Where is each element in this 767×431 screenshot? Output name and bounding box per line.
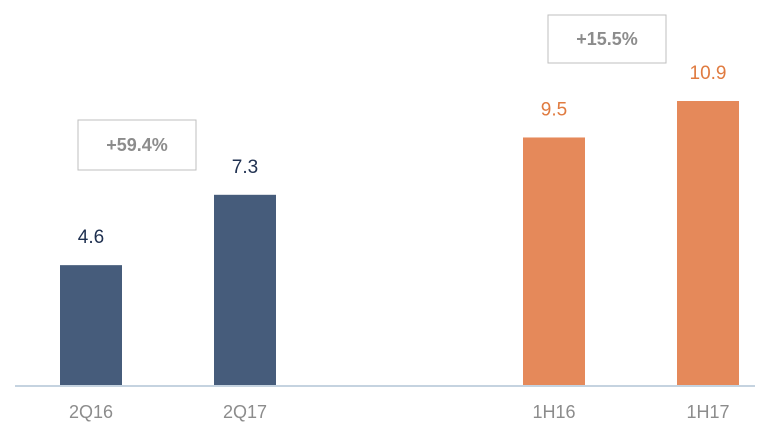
value-label: 10.9	[690, 63, 727, 84]
x-tick-label: 1H16	[532, 402, 575, 422]
annotation: +59.4%	[106, 135, 168, 155]
x-tick-label: 1H17	[686, 402, 729, 422]
bar	[60, 265, 122, 385]
annotation: +15.5%	[576, 29, 638, 49]
value-label: 7.3	[232, 157, 258, 178]
bar	[523, 137, 585, 385]
bar	[214, 194, 276, 385]
value-label: 9.5	[541, 99, 567, 120]
annotation-box	[77, 119, 197, 171]
x-tick-label: 2Q16	[69, 402, 113, 422]
value-label: 4.6	[78, 227, 104, 248]
x-tick-label: 2Q17	[223, 402, 267, 422]
bar	[677, 101, 739, 385]
annotation-box	[547, 14, 667, 64]
